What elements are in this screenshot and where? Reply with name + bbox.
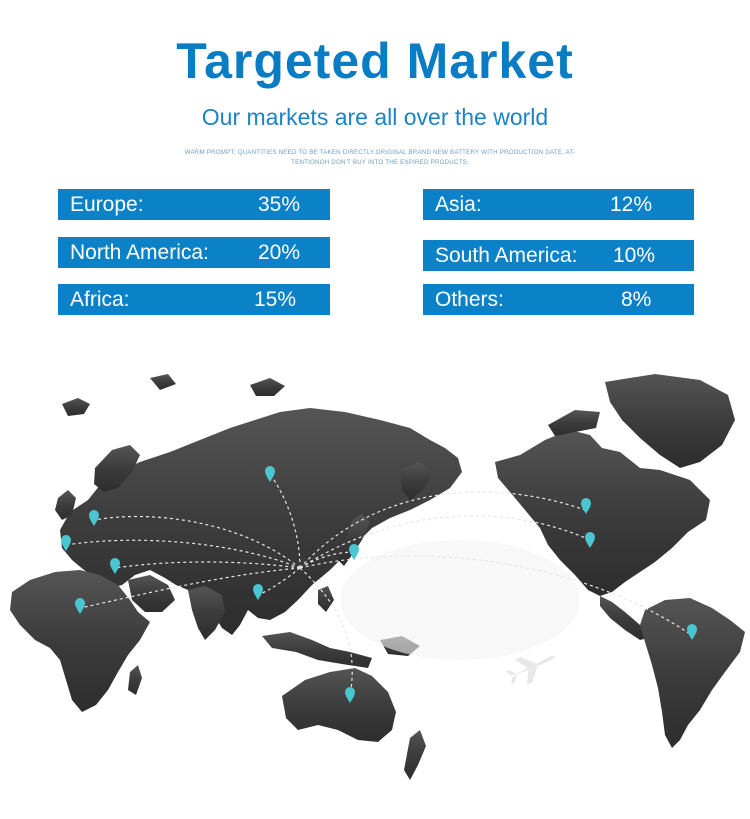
route-to-japan <box>299 551 355 569</box>
route-to-north-america <box>299 491 586 569</box>
route-to-south-america <box>299 555 691 635</box>
page-title: Targeted Market <box>176 33 574 89</box>
market-label: North America: <box>70 241 209 264</box>
map-pin-icon <box>110 558 120 574</box>
market-label: Asia: <box>435 193 482 216</box>
map-pin-icon <box>581 498 591 514</box>
map-pin-icon <box>687 624 697 640</box>
arctic-islands-asia-shape <box>250 378 285 396</box>
market-value: 10% <box>613 244 656 267</box>
australia-shape <box>282 668 396 742</box>
market-value: 8% <box>621 288 652 311</box>
airplane-icon <box>505 656 556 685</box>
market-label: South America: <box>435 244 578 267</box>
arabia-shape <box>128 575 175 612</box>
route-to-russia <box>269 473 301 569</box>
market-value: 20% <box>258 241 301 264</box>
map-pin-icon <box>75 598 85 614</box>
map-pin-icon <box>265 466 275 482</box>
africa-shape <box>10 570 150 712</box>
map-pin-icon <box>253 584 263 600</box>
market-bar-others: Others: 8% <box>423 284 694 315</box>
map-pin-icon <box>89 510 99 526</box>
page-subtitle: Our markets are all over the world <box>201 104 549 130</box>
madagascar-shape <box>128 665 142 695</box>
arctic-islands-shape <box>548 410 600 436</box>
north-america-shape <box>495 430 710 596</box>
central-america-shape <box>600 596 648 640</box>
market-bar-africa: Africa: 15% <box>58 284 330 315</box>
market-value: 35% <box>258 193 301 216</box>
market-bar-north-america: North America: 20% <box>58 237 330 268</box>
kamchatka-shape <box>400 462 432 500</box>
map-pin-icon <box>61 535 71 551</box>
world-map <box>10 374 745 780</box>
map-pin-icon <box>585 532 595 548</box>
market-label: Others: <box>435 288 504 311</box>
uk-shape <box>55 490 76 520</box>
philippines-shape <box>318 586 334 612</box>
warm-prompt-text: WARM PROMPT: QUANTITIES NEED TO BE TAKEN… <box>184 149 576 166</box>
south-america-shape <box>640 598 745 748</box>
map-pin-icon <box>349 544 359 560</box>
iceland-shape <box>62 398 90 416</box>
market-bar-south-america: South America: 10% <box>423 240 694 271</box>
india-shape <box>188 586 225 640</box>
scandinavia-shape <box>94 445 140 492</box>
market-value: 15% <box>254 288 297 311</box>
market-bar-asia: Asia: 12% <box>423 189 694 220</box>
arctic-islands-asia-2-shape <box>150 374 176 390</box>
shipping-routes <box>65 473 691 696</box>
route-to-europe <box>93 515 301 569</box>
map-pins <box>61 466 697 703</box>
greenland-shape <box>605 374 735 468</box>
market-value: 12% <box>610 193 653 216</box>
market-label: Europe: <box>70 193 144 216</box>
map-pin-icon <box>345 687 355 703</box>
route-to-usa <box>299 515 591 569</box>
eurasia-shape <box>60 408 462 635</box>
indonesia-shape <box>262 632 372 668</box>
new-zealand-shape <box>404 730 426 780</box>
map-haze <box>340 540 580 660</box>
route-to-west-europe <box>65 539 301 569</box>
market-bar-europe: Europe: 35% <box>58 189 330 220</box>
route-to-africa <box>79 567 301 609</box>
market-label: Africa: <box>70 288 130 311</box>
